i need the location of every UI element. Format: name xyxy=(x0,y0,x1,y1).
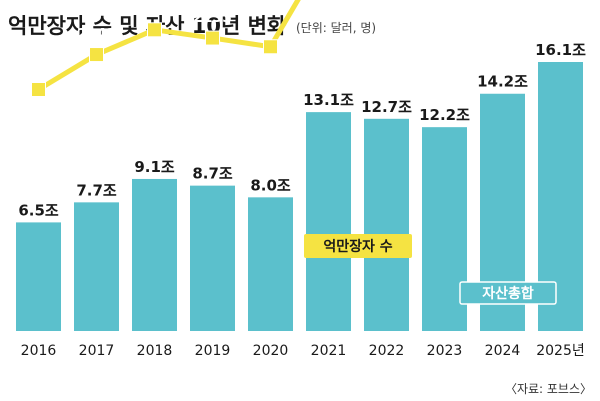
asset-bar xyxy=(132,178,177,331)
year-tick-label: 2022 xyxy=(369,343,405,359)
legend-count-box xyxy=(304,234,412,258)
legend-line: 억만장자 수 xyxy=(304,234,412,258)
asset-value-label: 13.1조 xyxy=(303,91,354,109)
asset-value-label: 12.7조 xyxy=(361,98,412,116)
count-value-label: 2153 xyxy=(193,10,232,26)
line-layer xyxy=(31,0,301,97)
legend-count-label: 억만장자 수 xyxy=(323,238,392,255)
count-value-label: 2043 xyxy=(77,27,116,43)
billionaire-count-line xyxy=(37,0,301,92)
asset-value-label: 6.5조 xyxy=(18,201,59,219)
year-tick-label: 2024 xyxy=(485,343,521,359)
year-labels: 2016 2017 2018 2019 2020 2021 2022 2023 2024 2025… xyxy=(21,343,585,359)
legend-bar: 자산총합 xyxy=(459,281,557,305)
asset-value-label: 8.7조 xyxy=(192,165,233,183)
count-value-label: 2095 xyxy=(251,64,290,80)
count-marker xyxy=(263,39,278,55)
asset-bar xyxy=(190,185,235,331)
asset-value-label: 8.0조 xyxy=(250,176,291,194)
asset-value-label: 16.1조 xyxy=(535,41,586,59)
count-value-label: 1810 xyxy=(19,60,58,76)
year-tick-label: 2025년 xyxy=(536,343,585,359)
count-marker xyxy=(89,47,104,63)
asset-bar xyxy=(364,118,409,331)
year-tick-label: 2020 xyxy=(253,343,289,359)
count-marker xyxy=(205,30,220,46)
asset-value-label: 14.2조 xyxy=(477,73,528,91)
asset-bar xyxy=(248,197,293,331)
asset-value-label: 9.1조 xyxy=(134,158,175,176)
year-tick-label: 2019 xyxy=(195,343,231,359)
legend-assets-label: 자산총합 xyxy=(482,285,534,302)
year-tick-label: 2017 xyxy=(79,343,115,359)
count-marker xyxy=(147,22,162,38)
asset-bar xyxy=(74,202,119,331)
year-tick-label: 2016 xyxy=(21,343,57,359)
count-marker xyxy=(31,82,46,97)
year-tick-label: 2021 xyxy=(311,343,347,359)
year-tick-label: 2023 xyxy=(427,343,463,359)
labels-layer: 6.5조 7.7조 9.1조 8.7조 8.0조 13.1조 12.7조 12.2조 14.2조… xyxy=(18,2,586,220)
asset-value-label: 7.7조 xyxy=(76,181,117,199)
legend-assets-box xyxy=(459,281,557,305)
source-note: 〈자료: 포브스〉 xyxy=(505,382,592,396)
count-value-label: 2208 xyxy=(135,2,174,18)
unit-note: (단위: 달러, 명) xyxy=(296,21,376,35)
asset-value-label: 12.2조 xyxy=(419,106,470,124)
asset-bar xyxy=(306,112,351,331)
asset-bar xyxy=(16,222,61,331)
year-tick-label: 2018 xyxy=(137,343,173,359)
